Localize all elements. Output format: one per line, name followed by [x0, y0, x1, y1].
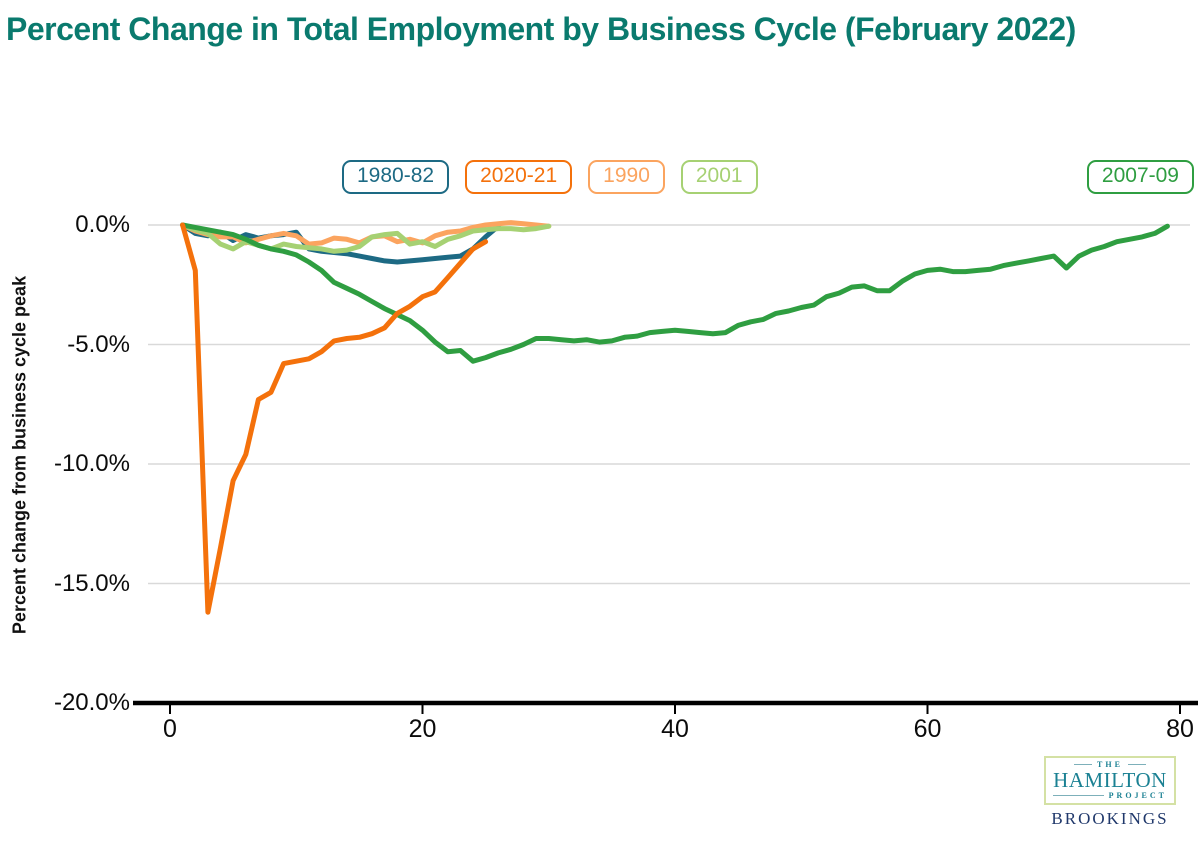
- x-axis-tick-label: 0: [163, 715, 177, 743]
- series-line-2007-09: [180, 222, 1170, 364]
- x-axis-tick-label: 60: [913, 715, 942, 743]
- legend-item-1980-82: 1980-82: [342, 160, 450, 194]
- legend-item-2007-09: 2007-09: [1086, 160, 1194, 194]
- series-line-2001: [180, 222, 552, 254]
- x-axis-tick-label: 40: [661, 715, 689, 743]
- legend-item-2020-21: 2020-21: [465, 160, 573, 194]
- y-axis-tick-label: 0.0%: [75, 211, 130, 238]
- hamilton-project-brookings-logo: THE HAMILTON PROJECT BROOKINGS: [1044, 756, 1176, 829]
- logo-the-text: THE: [1053, 760, 1167, 769]
- logo-project-text: PROJECT: [1053, 791, 1167, 800]
- legend-item-2001: 2001: [680, 160, 758, 194]
- legend-item-1990: 1990: [588, 160, 665, 194]
- y-axis-tick-label: -20.0%: [53, 689, 130, 716]
- x-axis-tick-label: 80: [1166, 715, 1194, 743]
- y-axis-tick-label: -5.0%: [67, 330, 130, 358]
- brookings-logo-text: BROOKINGS: [1051, 809, 1169, 829]
- chart-title: Percent Change in Total Employment by Bu…: [6, 11, 1076, 47]
- x-axis-tick-label: 20: [408, 715, 437, 743]
- y-axis-tick-label: -10.0%: [53, 450, 130, 477]
- legend: 1980-82 2020-21 1990 2001 2007-09: [342, 158, 1194, 196]
- hamilton-project-logo-box: THE HAMILTON PROJECT: [1044, 756, 1176, 806]
- y-axis-tick-label: -15.0%: [53, 569, 130, 597]
- series-line-2020-21: [180, 222, 489, 615]
- logo-hamilton-text: HAMILTON: [1053, 768, 1167, 792]
